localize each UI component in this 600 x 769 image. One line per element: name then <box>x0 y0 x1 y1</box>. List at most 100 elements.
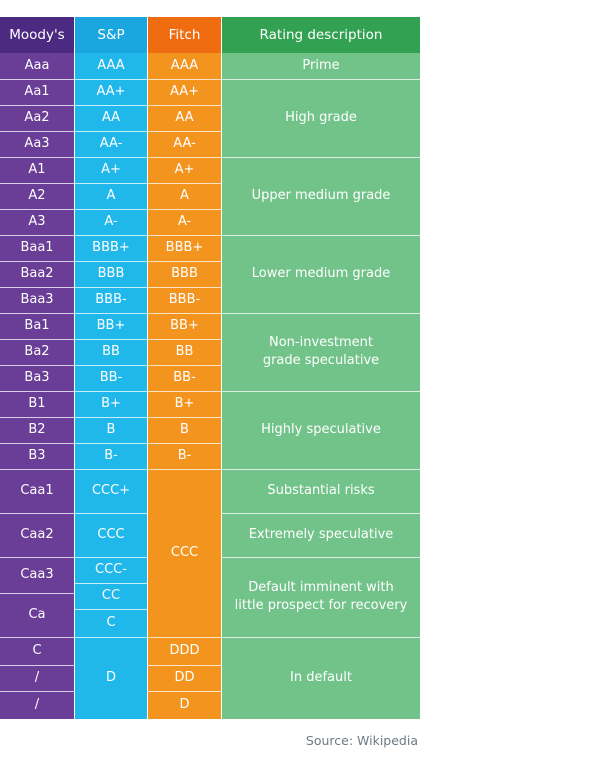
sp-divider <box>75 338 147 340</box>
description-divider <box>222 556 420 558</box>
sp-cell: AA- <box>75 131 147 157</box>
moodys-divider <box>0 208 74 210</box>
sp-divider <box>75 582 147 584</box>
fitch-divider <box>148 416 221 418</box>
fitch-divider <box>148 130 221 132</box>
sp-cell: BB <box>75 339 147 365</box>
moodys-cell: Caa2 <box>0 513 74 557</box>
moodys-divider <box>0 636 74 638</box>
moodys-divider <box>0 130 74 132</box>
fitch-divider <box>148 338 221 340</box>
moodys-divider <box>0 364 74 366</box>
fitch-cell: BB <box>148 339 221 365</box>
fitch-divider <box>148 690 221 692</box>
sp-cell: BBB <box>75 261 147 287</box>
fitch-divider <box>148 636 221 638</box>
sp-divider <box>75 556 147 558</box>
sp-divider <box>75 104 147 106</box>
description-cell: Default imminent with little prospect fo… <box>222 557 420 637</box>
moodys-cell: C <box>0 637 74 665</box>
moodys-divider <box>0 442 74 444</box>
sp-cell: D <box>75 637 147 719</box>
fitch-cell: AA+ <box>148 79 221 105</box>
description-cell: High grade <box>222 79 420 157</box>
sp-cell: B+ <box>75 391 147 417</box>
description-divider <box>222 512 420 514</box>
fitch-divider <box>148 664 221 666</box>
sp-cell: B- <box>75 443 147 469</box>
fitch-cell: A- <box>148 209 221 235</box>
fitch-cell: AA <box>148 105 221 131</box>
sp-divider <box>75 312 147 314</box>
moodys-cell: B3 <box>0 443 74 469</box>
sp-divider <box>75 390 147 392</box>
description-cell: Upper medium grade <box>222 157 420 235</box>
moodys-cell: B1 <box>0 391 74 417</box>
sp-cell: BBB- <box>75 287 147 313</box>
fitch-cell: AA- <box>148 131 221 157</box>
fitch-cell: DD <box>148 665 221 691</box>
moodys-cell: Baa1 <box>0 235 74 261</box>
sp-divider <box>75 512 147 514</box>
moodys-divider <box>0 664 74 666</box>
moodys-cell: A2 <box>0 183 74 209</box>
moodys-divider <box>0 468 74 470</box>
sp-cell: C <box>75 609 147 637</box>
moodys-cell: Caa1 <box>0 469 74 513</box>
sp-divider <box>75 468 147 470</box>
sp-cell: CCC+ <box>75 469 147 513</box>
moodys-cell: Ba1 <box>0 313 74 339</box>
header-sp: S&P <box>75 17 147 53</box>
sp-divider <box>75 234 147 236</box>
description-cell: Extremely speculative <box>222 513 420 557</box>
moodys-cell: Aa3 <box>0 131 74 157</box>
fitch-cell: DDD <box>148 637 221 665</box>
fitch-cell: BBB <box>148 261 221 287</box>
fitch-divider <box>148 234 221 236</box>
moodys-cell: Aaa <box>0 53 74 79</box>
sp-divider <box>75 78 147 80</box>
fitch-divider <box>148 286 221 288</box>
fitch-divider <box>148 312 221 314</box>
description-cell: Substantial risks <box>222 469 420 513</box>
fitch-cell: B+ <box>148 391 221 417</box>
sp-cell: AAA <box>75 53 147 79</box>
moodys-cell: B2 <box>0 417 74 443</box>
fitch-cell: BBB- <box>148 287 221 313</box>
moodys-cell: Caa3 <box>0 557 74 593</box>
moodys-cell: Aa2 <box>0 105 74 131</box>
sp-divider <box>75 364 147 366</box>
sp-cell: CCC- <box>75 557 147 583</box>
moodys-divider <box>0 512 74 514</box>
sp-divider <box>75 416 147 418</box>
moodys-divider <box>0 104 74 106</box>
moodys-divider <box>0 286 74 288</box>
header-moodys: Moody's <box>0 17 74 53</box>
description-cell: Highly speculative <box>222 391 420 469</box>
fitch-cell: CCC <box>148 469 221 637</box>
sp-cell: BB- <box>75 365 147 391</box>
moodys-divider <box>0 156 74 158</box>
fitch-divider <box>148 104 221 106</box>
sp-cell: A- <box>75 209 147 235</box>
moodys-cell: A3 <box>0 209 74 235</box>
moodys-cell: / <box>0 691 74 719</box>
moodys-divider <box>0 260 74 262</box>
fitch-cell: A+ <box>148 157 221 183</box>
sp-cell: BB+ <box>75 313 147 339</box>
moodys-divider <box>0 182 74 184</box>
moodys-cell: A1 <box>0 157 74 183</box>
moodys-divider <box>0 312 74 314</box>
sp-divider <box>75 156 147 158</box>
description-divider <box>222 312 420 314</box>
description-cell: Non-investment grade speculative <box>222 313 420 391</box>
fitch-cell: D <box>148 691 221 719</box>
moodys-cell: Baa3 <box>0 287 74 313</box>
fitch-divider <box>148 78 221 80</box>
description-divider <box>222 636 420 638</box>
moodys-divider <box>0 556 74 558</box>
moodys-divider <box>0 234 74 236</box>
sp-divider <box>75 442 147 444</box>
source-note: Source: Wikipedia <box>305 733 418 748</box>
sp-divider <box>75 130 147 132</box>
